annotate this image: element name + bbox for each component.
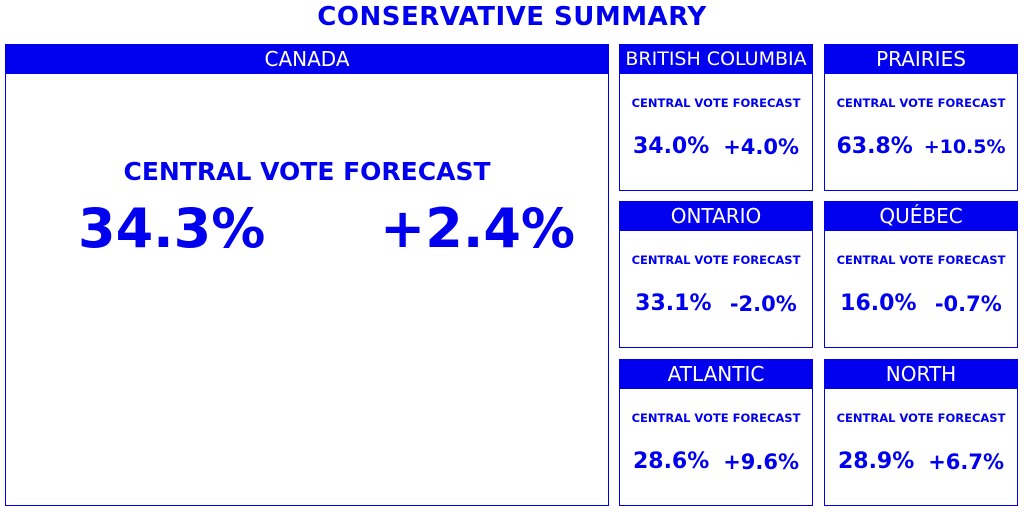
- central-vote-forecast-label: CENTRAL VOTE FORECAST: [631, 411, 801, 425]
- forecast-values: 63.8% +10.5%: [825, 134, 1017, 159]
- panel-canada: CANADA CENTRAL VOTE FORECAST 34.3% +2.4%: [5, 44, 609, 506]
- page-title: CONSERVATIVE SUMMARY: [317, 2, 707, 32]
- panel-header-british-columbia: BRITISH COLUMBIA: [620, 45, 812, 74]
- forecast-values: 16.0% -0.7%: [825, 291, 1017, 316]
- vote-share: 33.1%: [635, 291, 712, 316]
- panel-header-quebec: QUÉBEC: [825, 202, 1017, 231]
- vote-share: 63.8%: [836, 134, 913, 159]
- national-vote-share: 34.3%: [78, 197, 266, 260]
- panel-header-atlantic: ATLANTIC: [620, 360, 812, 389]
- vote-share: 34.0%: [632, 134, 710, 159]
- forecast-values: 33.1% -2.0%: [620, 291, 812, 316]
- panel-north: NORTH CENTRAL VOTE FORECAST 28.9% +6.7%: [824, 359, 1018, 506]
- panel-header-prairies: PRAIRIES: [825, 45, 1017, 74]
- forecast-values: 28.9% +6.7%: [825, 449, 1017, 474]
- vote-change: +9.6%: [723, 449, 800, 474]
- panel-header-ontario: ONTARIO: [620, 202, 812, 231]
- vote-change: +10.5%: [923, 135, 1006, 158]
- central-vote-forecast-label: CENTRAL VOTE FORECAST: [836, 411, 1006, 425]
- vote-share: 16.0%: [840, 291, 917, 316]
- vote-share: 28.9%: [837, 449, 915, 474]
- forecast-values: 28.6% +9.6%: [620, 449, 812, 474]
- vote-change: +6.7%: [928, 449, 1005, 474]
- panel-prairies: PRAIRIES CENTRAL VOTE FORECAST 63.8% +10…: [824, 44, 1018, 191]
- panel-british-columbia: BRITISH COLUMBIA CENTRAL VOTE FORECAST 3…: [619, 44, 813, 191]
- panel-header-north: NORTH: [825, 360, 1017, 389]
- central-vote-forecast-label: CENTRAL VOTE FORECAST: [631, 96, 801, 110]
- central-vote-forecast-label: CENTRAL VOTE FORECAST: [631, 253, 801, 267]
- panel-atlantic: ATLANTIC CENTRAL VOTE FORECAST 28.6% +9.…: [619, 359, 813, 506]
- central-vote-forecast-label: CENTRAL VOTE FORECAST: [123, 157, 491, 186]
- central-vote-forecast-label: CENTRAL VOTE FORECAST: [836, 96, 1006, 110]
- vote-change: -2.0%: [729, 291, 797, 316]
- central-vote-forecast-label: CENTRAL VOTE FORECAST: [836, 253, 1006, 267]
- vote-change: +4.0%: [723, 134, 800, 159]
- forecast-values: 34.0% +4.0%: [620, 134, 812, 159]
- national-vote-change: +2.4%: [380, 197, 576, 260]
- panel-header-canada: CANADA: [6, 45, 608, 74]
- vote-share: 28.6%: [632, 449, 710, 474]
- panel-quebec: QUÉBEC CENTRAL VOTE FORECAST 16.0% -0.7%: [824, 201, 1018, 348]
- vote-change: -0.7%: [934, 291, 1002, 316]
- panel-ontario: ONTARIO CENTRAL VOTE FORECAST 33.1% -2.0…: [619, 201, 813, 348]
